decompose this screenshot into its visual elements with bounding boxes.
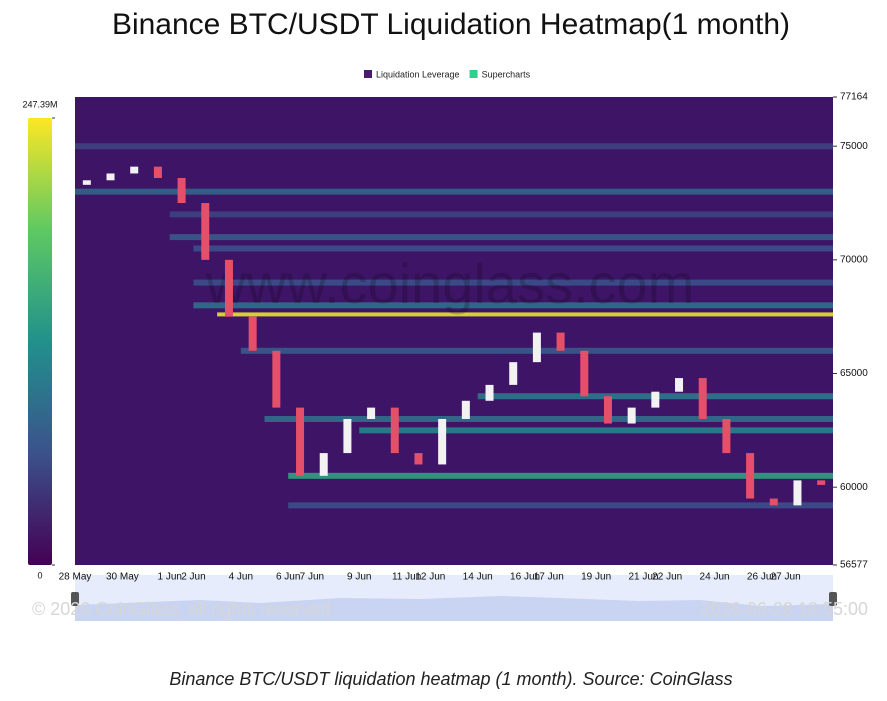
legend-label: Liquidation Leverage: [376, 69, 460, 79]
legend-swatch: [469, 70, 478, 78]
chart-title: Binance BTC/USDT Liquidation Heatmap(1 m…: [112, 8, 790, 41]
candle: [390, 407, 399, 454]
candle: [532, 332, 541, 363]
x-tick-label: 28 May: [59, 572, 92, 583]
y-tick-label: 70000: [840, 254, 868, 265]
candle: [485, 384, 494, 401]
liquidation-level: [169, 234, 833, 241]
navigator-handle[interactable]: [829, 592, 837, 606]
x-tick-label: 24 Jun: [700, 572, 730, 583]
watermark: www.coinglass.com: [205, 252, 695, 315]
liquidation-level: [193, 302, 833, 309]
y-tick-label: 65000: [840, 368, 868, 379]
candle: [153, 166, 162, 179]
timestamp: 2026-06-28 18:55:00: [701, 599, 868, 619]
x-tick-label: 11 Jun: [392, 572, 421, 583]
candle: [698, 378, 707, 419]
candle: [201, 203, 210, 260]
x-tick-label: 1 Jun: [158, 572, 182, 583]
candle: [746, 453, 755, 499]
color-bar: [28, 118, 52, 565]
candle: [722, 418, 731, 454]
candle: [272, 350, 281, 408]
liquidation-level: [193, 279, 833, 286]
color-tick-label: 0: [37, 570, 42, 580]
x-tick-label: 6 Jun: [276, 572, 300, 583]
y-tick-label: 75000: [840, 141, 868, 152]
x-tick-label: 22 Jun: [652, 572, 682, 583]
plot-background: [75, 97, 833, 565]
candle: [627, 407, 636, 424]
candle: [106, 173, 115, 181]
navigator-handle[interactable]: [71, 592, 79, 606]
candle: [580, 350, 589, 397]
liquidation-level: [288, 472, 833, 479]
x-tick-label: 14 Jun: [463, 572, 493, 583]
liquidation-level: [193, 245, 833, 252]
candle: [367, 407, 376, 419]
x-tick-label: 27 Jun: [771, 572, 801, 583]
candle: [793, 480, 802, 506]
x-tick-label: 19 Jun: [581, 572, 611, 583]
liquidation-level: [288, 502, 833, 509]
candle: [461, 400, 470, 419]
candle: [248, 316, 257, 351]
y-tick-label: 56577: [840, 560, 868, 571]
x-tick-label: 16 Jun: [510, 572, 540, 583]
liquidation-level: [75, 143, 833, 150]
candle: [603, 396, 612, 424]
color-tick-label: 247.39M: [22, 99, 57, 109]
candle: [319, 453, 328, 476]
candle: [509, 362, 518, 385]
copyright: © 2026 CoinGlass, all rights reserved: [32, 599, 330, 619]
x-tick-label: 9 Jun: [347, 572, 371, 583]
y-tick-label: 77164: [840, 92, 868, 103]
navigator-area: [75, 596, 833, 621]
liquidation-level: [359, 427, 833, 434]
x-tick-label: 21 Jun: [628, 572, 658, 583]
liquidation-level: [264, 415, 833, 422]
x-tick-label: 2 Jun: [181, 572, 205, 583]
liquidation-level: [75, 188, 833, 195]
x-tick-label: 7 Jun: [300, 572, 324, 583]
caption: Binance BTC/USDT liquidation heatmap (1 …: [169, 669, 732, 689]
candle: [130, 166, 139, 174]
candle: [769, 498, 778, 506]
candle: [296, 407, 305, 476]
x-tick-label: 26 Jun: [747, 572, 777, 583]
candle: [651, 391, 660, 408]
liquidation-level: [169, 211, 833, 218]
x-tick-label: 4 Jun: [229, 572, 253, 583]
x-tick-label: 30 May: [106, 572, 139, 583]
candle: [414, 453, 423, 465]
x-tick-label: 17 Jun: [534, 572, 564, 583]
candle: [224, 259, 233, 317]
candle: [556, 332, 565, 351]
candle: [82, 180, 91, 185]
liquidation-level: [217, 312, 833, 317]
candle: [817, 480, 826, 485]
candle: [675, 378, 684, 392]
x-tick-label: 12 Jun: [415, 572, 445, 583]
y-tick-label: 60000: [840, 482, 868, 493]
candle: [438, 418, 447, 465]
candle: [177, 178, 186, 204]
legend-label: Supercharts: [482, 69, 531, 79]
candle: [343, 418, 352, 454]
legend-swatch: [364, 70, 372, 78]
